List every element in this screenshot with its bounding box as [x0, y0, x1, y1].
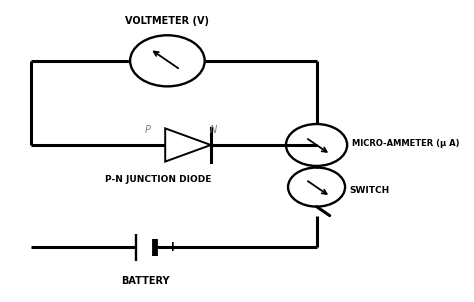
- Text: +: +: [167, 240, 179, 254]
- Text: -: -: [115, 240, 121, 254]
- Text: N: N: [210, 125, 217, 135]
- Text: VOLTMETER (V): VOLTMETER (V): [126, 16, 210, 26]
- Text: BATTERY: BATTERY: [121, 276, 170, 286]
- Text: MICRO-AMMETER (μ A): MICRO-AMMETER (μ A): [352, 139, 459, 148]
- Text: SWITCH: SWITCH: [349, 186, 390, 194]
- Text: P: P: [145, 125, 151, 135]
- Text: P-N JUNCTION DIODE: P-N JUNCTION DIODE: [105, 175, 212, 184]
